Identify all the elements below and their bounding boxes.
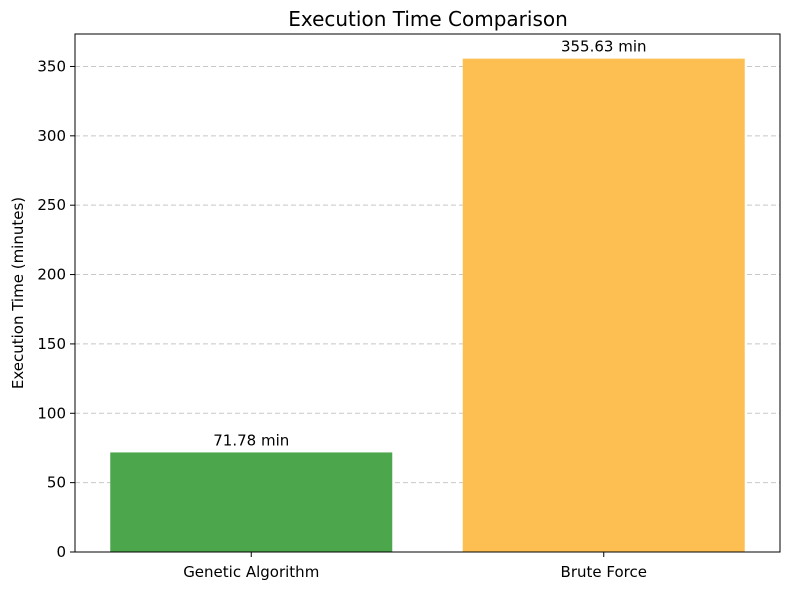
chart-title: Execution Time Comparison <box>288 7 568 31</box>
y-tick-label: 250 <box>37 196 66 214</box>
y-tick-label: 0 <box>56 543 66 561</box>
y-axis-label: Execution Time (minutes) <box>9 197 27 389</box>
bar-value-labels: 71.78 min 355.63 min <box>213 38 646 450</box>
y-tick-label: 100 <box>37 404 66 422</box>
x-tick-label: Brute Force <box>561 563 647 581</box>
y-tick-label: 350 <box>37 57 66 75</box>
bar-genetic-algorithm <box>110 452 393 552</box>
plot-frame <box>74 33 781 553</box>
y-tick-label: 300 <box>37 127 66 145</box>
x-tick-label: Genetic Algorithm <box>183 563 319 581</box>
bars <box>110 58 745 552</box>
y-tick-label: 200 <box>37 266 66 284</box>
bar-value-label: 355.63 min <box>561 38 647 56</box>
bar-value-label: 71.78 min <box>213 431 289 449</box>
axes <box>74 33 781 553</box>
y-ticks: 0 50 100 150 200 250 300 350 <box>37 57 75 561</box>
bar-brute-force <box>462 58 745 552</box>
x-ticks: Genetic Algorithm Brute Force <box>183 552 647 581</box>
y-tick-label: 50 <box>47 474 66 492</box>
y-tick-label: 150 <box>37 335 66 353</box>
